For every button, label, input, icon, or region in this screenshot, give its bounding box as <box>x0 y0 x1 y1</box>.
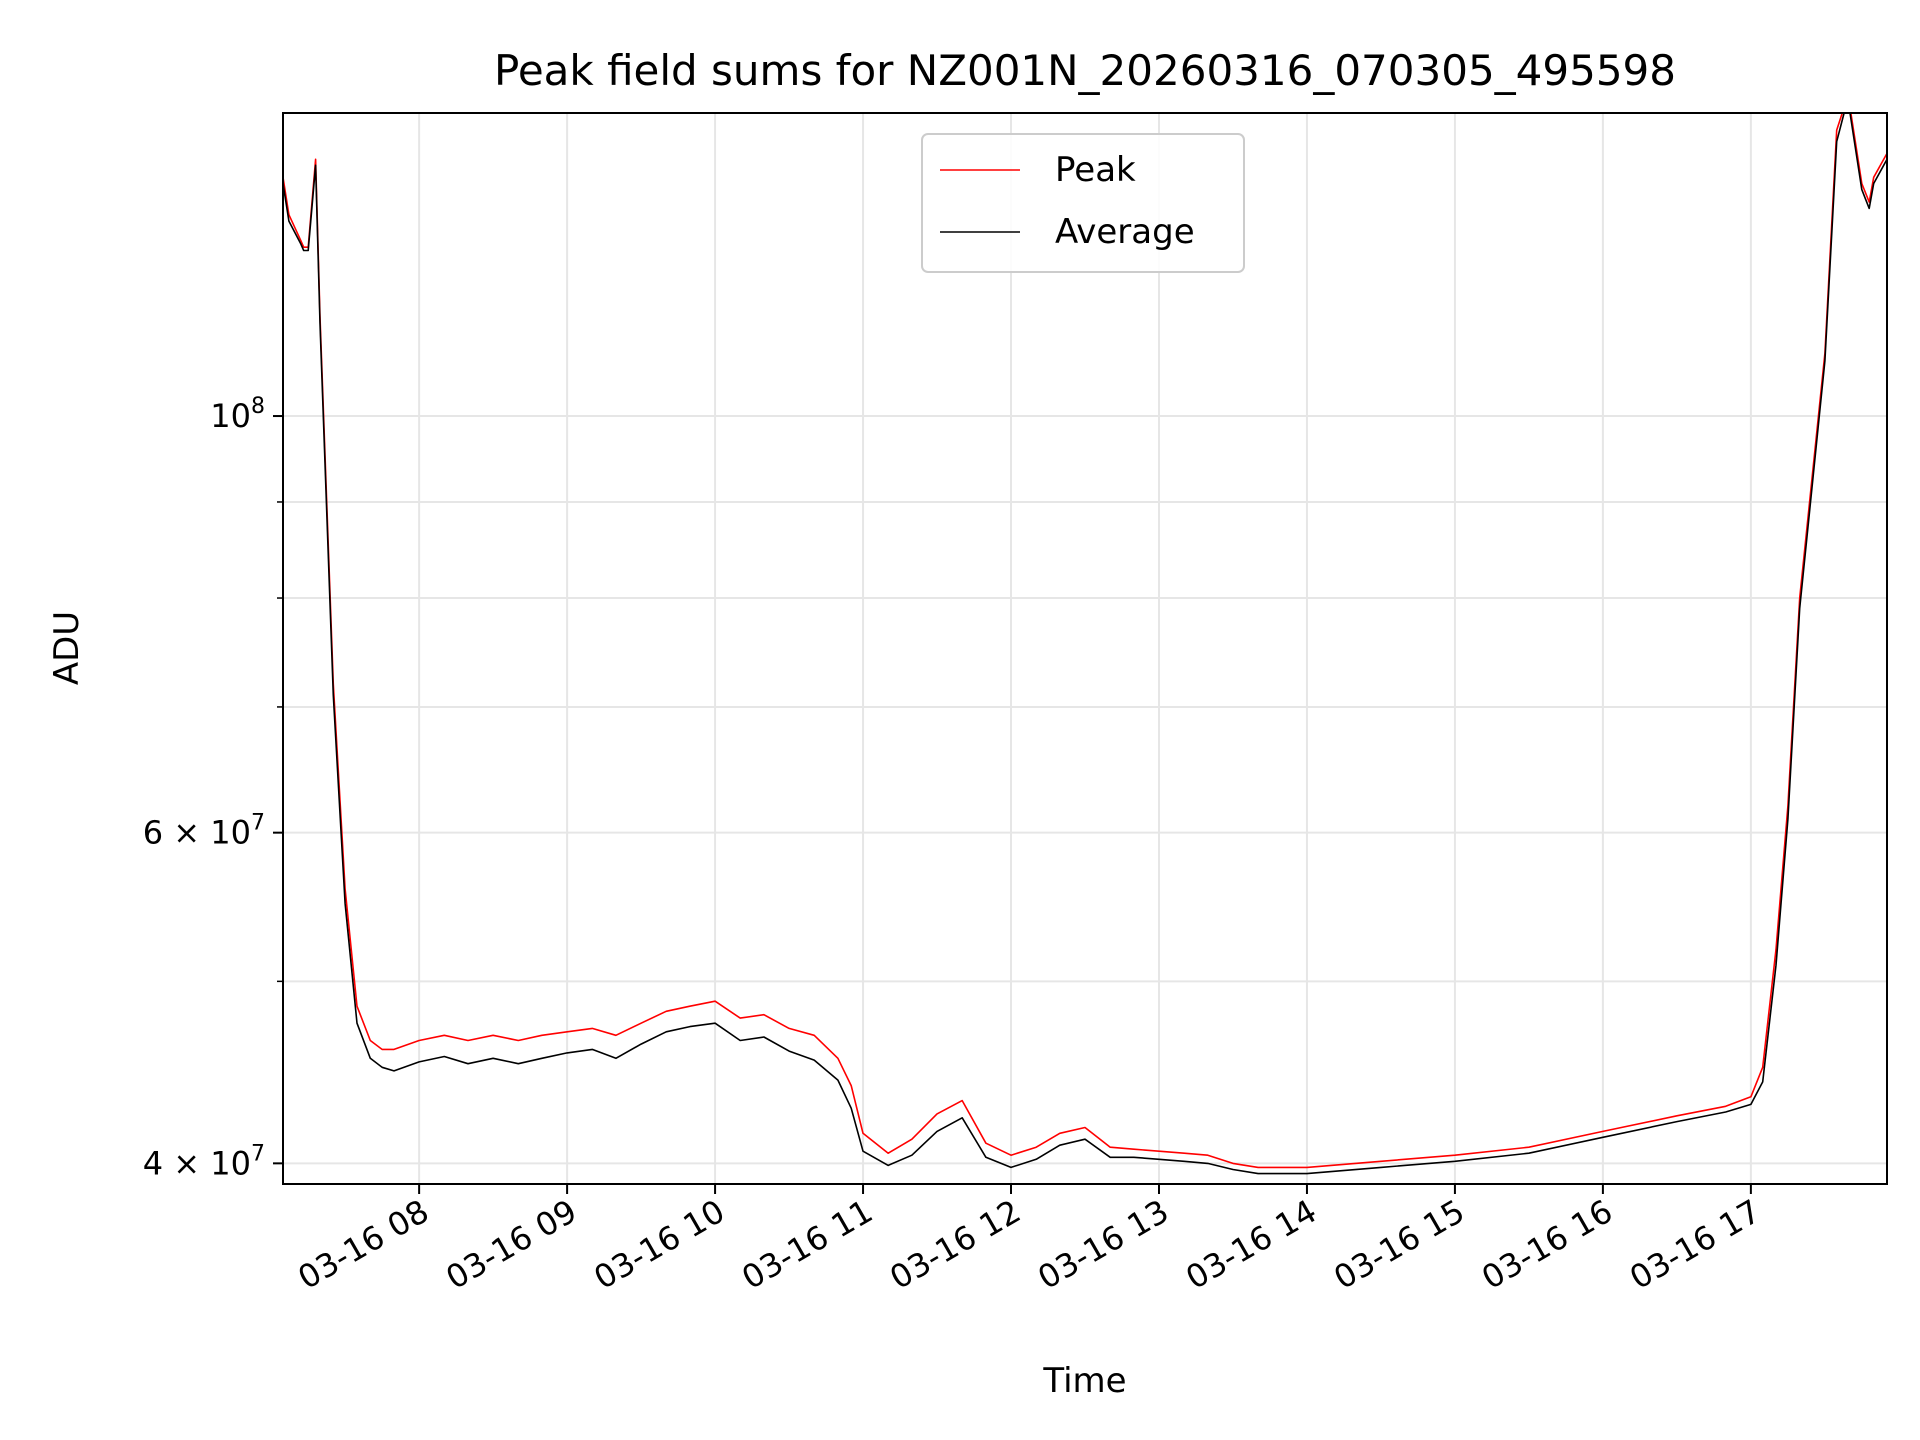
grid-lines <box>283 113 1887 1184</box>
average-series-line <box>283 113 1887 1175</box>
x-axis-title: Time <box>1042 1361 1126 1401</box>
chart-title: Peak field sums for NZ001N_20260316_0703… <box>494 46 1676 95</box>
peak-series-line <box>283 113 1887 1169</box>
plot-frame <box>282 112 1888 1185</box>
y-axis-ticks: 4 × 107 6 × 107 108 <box>143 394 283 1182</box>
series-lines <box>283 113 1887 1175</box>
y-axis-title: ADU <box>47 611 87 685</box>
legend: Peak Average <box>921 133 1245 273</box>
y-tick-label: 108 <box>210 394 265 435</box>
legend-label-peak: Peak <box>1055 150 1136 190</box>
legend-box <box>921 133 1245 273</box>
y-tick-label: 4 × 107 <box>143 1141 265 1182</box>
legend-label-average: Average <box>1055 212 1195 252</box>
y-tick-label: 6 × 107 <box>143 811 265 852</box>
